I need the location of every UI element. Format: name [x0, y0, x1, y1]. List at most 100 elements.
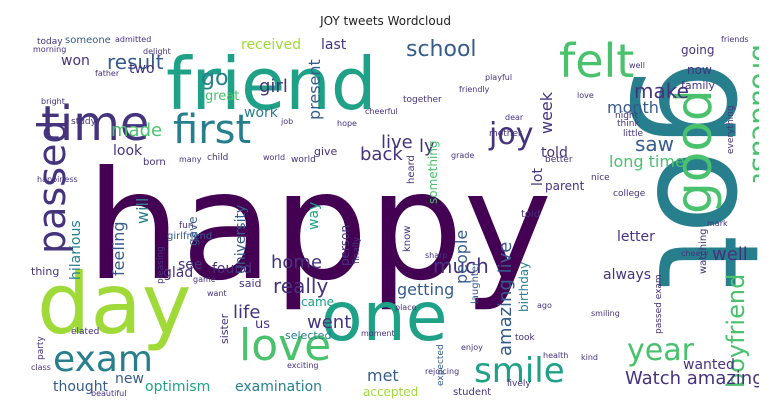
- word: home: [271, 252, 323, 273]
- word: see: [178, 257, 203, 273]
- word: wanted: [683, 357, 735, 373]
- word: well: [712, 244, 748, 265]
- word: one: [321, 278, 448, 357]
- word: back: [360, 144, 403, 165]
- word: kind: [581, 353, 599, 362]
- word: look: [113, 143, 143, 159]
- wordcloud: happy got friend day one love time felt …: [31, 34, 759, 401]
- word: bright: [41, 97, 65, 106]
- word: well: [629, 61, 645, 70]
- word: make: [634, 79, 689, 103]
- word: health: [543, 351, 569, 360]
- word: saw: [635, 132, 675, 156]
- word: life: [233, 302, 261, 323]
- word: mark: [707, 219, 728, 228]
- word: said: [239, 277, 262, 290]
- word: parent: [545, 179, 585, 193]
- word: person: [338, 224, 352, 266]
- word: sharp: [425, 251, 448, 260]
- word: much: [433, 254, 489, 278]
- word: know: [402, 225, 413, 252]
- word: friend: [166, 42, 377, 126]
- word: together: [403, 95, 442, 105]
- word: smile: [474, 351, 565, 391]
- word: getting: [397, 280, 455, 299]
- word: us: [255, 317, 271, 332]
- word: enjoy: [461, 343, 483, 352]
- word: took: [515, 333, 535, 343]
- word: moment: [361, 329, 395, 338]
- word: want: [207, 289, 227, 298]
- word: grade: [451, 151, 475, 160]
- word: will: [133, 197, 152, 224]
- word: party: [36, 336, 46, 360]
- word: born: [143, 157, 166, 168]
- word: sister: [218, 313, 231, 344]
- word: exam: [53, 339, 153, 380]
- word: family: [681, 79, 715, 92]
- word: selected: [285, 329, 332, 342]
- word: cheery: [681, 249, 709, 258]
- word: joy: [489, 117, 534, 152]
- word: go: [201, 66, 229, 91]
- chart-title: JOY tweets Wordcloud: [320, 14, 451, 28]
- word: made: [111, 120, 163, 141]
- word: glad: [163, 265, 194, 281]
- word: happy: [86, 140, 553, 314]
- word: world: [263, 153, 286, 162]
- word: rejoicing: [425, 367, 460, 376]
- word: accepted: [363, 385, 419, 399]
- word: place: [395, 303, 417, 312]
- word: fun: [179, 221, 194, 231]
- word: morning: [33, 45, 67, 54]
- word: father: [95, 69, 120, 78]
- word: game: [193, 275, 216, 284]
- word: letter: [617, 229, 655, 245]
- word: expected: [436, 344, 446, 386]
- word: week: [537, 91, 556, 134]
- word: first: [173, 107, 252, 153]
- word: long time: [609, 152, 685, 171]
- word: love: [239, 320, 332, 371]
- word: better: [545, 155, 573, 165]
- word: night: [615, 111, 639, 121]
- word: admitted: [115, 35, 152, 44]
- word: won: [61, 53, 90, 69]
- word: dear: [505, 113, 524, 122]
- word: time: [41, 96, 150, 152]
- word: student: [453, 387, 492, 398]
- word: hope: [337, 119, 357, 128]
- word: amazing live: [495, 241, 516, 356]
- word: ly: [419, 136, 435, 157]
- word: passed: [31, 119, 74, 254]
- word: class: [31, 363, 51, 372]
- word: study: [71, 117, 96, 127]
- word: something: [426, 140, 440, 204]
- word: examination: [235, 379, 323, 395]
- word: going: [681, 43, 715, 57]
- word: love: [577, 91, 594, 100]
- word: always: [603, 267, 652, 283]
- word: lively: [507, 379, 531, 389]
- word: little: [623, 129, 644, 139]
- word: job: [281, 117, 294, 126]
- word: came: [301, 295, 335, 309]
- word: smiling: [591, 309, 620, 318]
- word: ago: [537, 301, 552, 310]
- word: people: [452, 229, 471, 284]
- word: laughter: [470, 261, 481, 304]
- word: hilarious: [68, 220, 84, 280]
- word: passed exam: [654, 274, 664, 334]
- word: delight: [143, 47, 171, 56]
- word: felt: [559, 34, 635, 88]
- word: someone: [65, 35, 111, 46]
- word: two: [129, 61, 155, 77]
- word: present: [305, 59, 324, 120]
- word: way: [306, 201, 322, 230]
- word: now: [687, 63, 712, 77]
- word: school: [406, 37, 477, 62]
- word: last: [321, 37, 347, 53]
- word: beautiful: [91, 389, 127, 398]
- word: college: [613, 189, 646, 199]
- word: give: [314, 145, 338, 158]
